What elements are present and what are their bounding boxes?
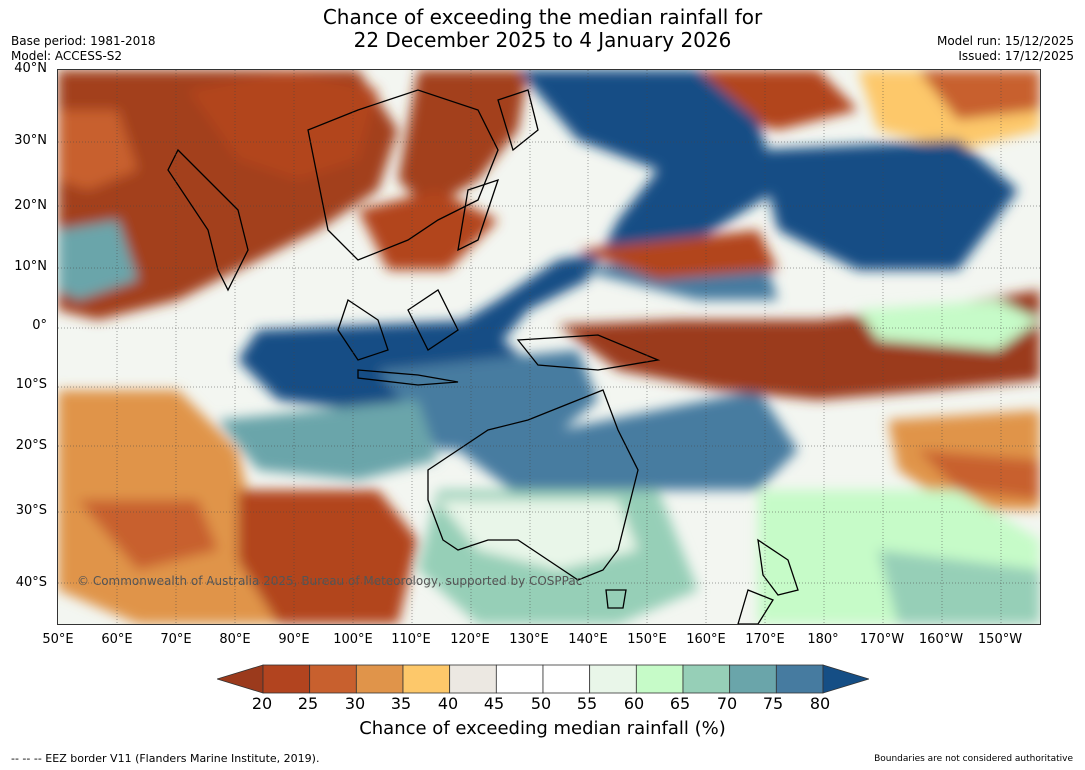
colorbar-tick: 50 — [530, 694, 552, 713]
issued-text: Issued: 17/12/2025 — [958, 49, 1074, 63]
title-line-2: 22 December 2025 to 4 January 2026 — [353, 28, 732, 52]
lon-label: 90°E — [278, 632, 310, 647]
lon-label: 120°E — [450, 632, 490, 647]
lat-label: 30°S — [15, 503, 47, 518]
colorbar-low-arrow — [217, 664, 264, 694]
lon-label: 130°E — [509, 632, 549, 647]
australia-coast — [427, 389, 639, 581]
lat-label: 20°N — [14, 198, 47, 213]
lat-label: 40°S — [15, 575, 47, 590]
model-run-text: Model run: 15/12/2025 — [936, 34, 1074, 48]
colorbar-bin — [729, 664, 777, 694]
lon-label: 160°W — [918, 632, 964, 647]
graticule — [58, 70, 1040, 624]
lat-label: 40°N — [14, 61, 47, 76]
colorbar-bin — [449, 664, 497, 694]
philippines-coast — [457, 178, 500, 252]
new-guinea-coast — [516, 334, 661, 371]
copyright-text: © Commonwealth of Australia 2025, Bureau… — [77, 574, 583, 588]
coastlines — [167, 89, 799, 624]
eez-note: -- -- -- EEZ border V11 (Flanders Marine… — [11, 752, 320, 765]
rainfall-fields — [58, 70, 1040, 624]
colorbar-tick: 65 — [669, 694, 691, 713]
lon-label: 80°E — [219, 632, 251, 647]
colorbar-label: Chance of exceeding median rainfall (%) — [359, 718, 726, 739]
lat-label: 10°S — [15, 377, 47, 392]
rainfall-probability-map — [57, 69, 1041, 625]
colorbar-bin — [309, 664, 357, 694]
tasmania-coast — [605, 589, 627, 609]
lon-label: 110°E — [391, 632, 431, 647]
colorbar-tick: 30 — [344, 694, 366, 713]
lon-label: 150°W — [977, 632, 1023, 647]
sumatra-coast — [337, 298, 389, 361]
colorbar-bin — [262, 664, 311, 694]
lon-label: 170°W — [859, 632, 905, 647]
colorbar-tick: 70 — [716, 694, 738, 713]
lat-label: 30°N — [14, 133, 47, 148]
colorbar-bin — [775, 664, 824, 694]
colorbar-bin — [682, 664, 731, 694]
colorbar-tick: 35 — [390, 694, 412, 713]
colorbar-bin — [589, 664, 637, 694]
base-period-text: Base period: 1981-2018 — [11, 34, 156, 48]
lon-label: 150°E — [627, 632, 667, 647]
colorbar — [217, 664, 869, 694]
japan-coast — [497, 89, 539, 152]
colorbar-tick: 20 — [251, 694, 273, 713]
new-zealand-south-coast — [737, 589, 774, 624]
colorbar-tick: 55 — [576, 694, 598, 713]
lon-label: 170°E — [745, 632, 785, 647]
java-coast — [357, 369, 459, 386]
colorbar-tick: 25 — [297, 694, 319, 713]
lat-label: 0° — [32, 318, 47, 333]
colorbar-bin — [355, 664, 404, 694]
model-text: Model: ACCESS-S2 — [11, 49, 123, 63]
new-zealand-north-coast — [757, 538, 799, 596]
lon-label: 70°E — [160, 632, 192, 647]
colorbar-bin — [542, 664, 591, 694]
map-svg — [58, 70, 1040, 624]
boundary-disclaimer: Boundaries are not considered authoritat… — [874, 754, 1073, 764]
colorbar-tick: 40 — [437, 694, 459, 713]
colorbar-high-arrow — [822, 664, 869, 694]
colorbar-bin — [635, 664, 684, 694]
colorbar-bins — [262, 664, 824, 694]
borneo-coast — [407, 289, 459, 351]
lon-label: 100°E — [333, 632, 373, 647]
lat-label: 10°N — [14, 259, 47, 274]
lat-label: 20°S — [15, 438, 47, 453]
lon-label: 60°E — [101, 632, 133, 647]
lon-label: 160°E — [686, 632, 726, 647]
east-asia-coast — [307, 89, 499, 261]
title-line-1: Chance of exceeding the median rainfall … — [322, 5, 763, 29]
lon-label: 180° — [807, 632, 839, 647]
india-coast — [167, 148, 249, 292]
colorbar-tick: 60 — [623, 694, 645, 713]
colorbar-bin — [495, 664, 544, 694]
colorbar-bin — [402, 664, 451, 694]
colorbar-tick: 45 — [483, 694, 505, 713]
lon-label: 140°E — [568, 632, 608, 647]
colorbar-tick: 75 — [762, 694, 784, 713]
colorbar-tick: 80 — [809, 694, 831, 713]
lon-label: 50°E — [42, 632, 74, 647]
